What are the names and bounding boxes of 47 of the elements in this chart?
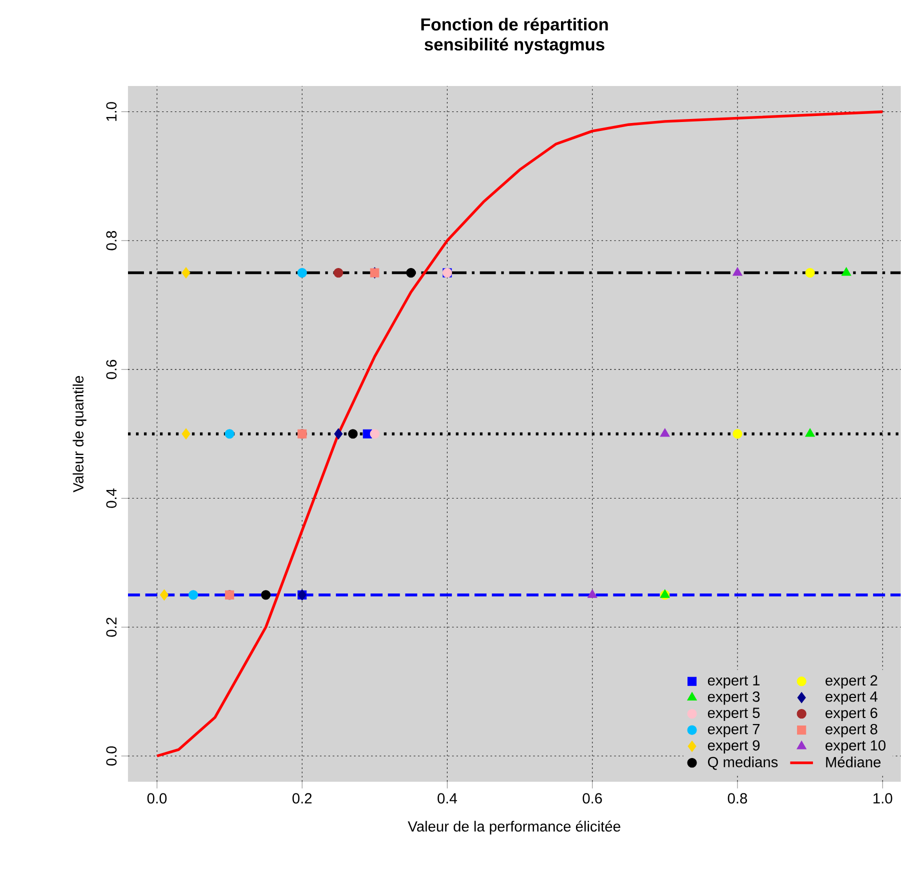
chart-title: Fonction de répartition bbox=[421, 18, 608, 34]
point bbox=[805, 428, 815, 437]
point bbox=[732, 429, 742, 439]
point bbox=[660, 428, 670, 437]
point bbox=[160, 589, 169, 601]
point bbox=[334, 428, 343, 440]
y-tick-label: 0.4 bbox=[106, 488, 117, 508]
legend-label: expert 10 bbox=[826, 740, 886, 754]
legend-label: expert 8 bbox=[826, 724, 878, 738]
point bbox=[348, 429, 358, 439]
point bbox=[805, 268, 815, 278]
y-axis-title: Valeur de quantile bbox=[72, 376, 86, 492]
y-tick-label: 1.0 bbox=[106, 102, 117, 121]
y-tick-label: 0.0 bbox=[106, 746, 117, 766]
point bbox=[297, 268, 307, 278]
x-tick-label: 0.2 bbox=[292, 793, 312, 804]
legend-label: Q medians bbox=[708, 756, 778, 770]
point bbox=[841, 267, 852, 276]
legend-label: expert 1 bbox=[708, 675, 760, 689]
point bbox=[406, 268, 416, 278]
chart-subtitle: sensibilité nystagmus bbox=[424, 38, 604, 54]
point bbox=[732, 267, 742, 276]
legend-label: expert 9 bbox=[708, 740, 760, 754]
point bbox=[370, 429, 380, 439]
legend-label: expert 4 bbox=[826, 692, 878, 705]
legend-label: expert 5 bbox=[708, 708, 760, 722]
point bbox=[188, 590, 198, 600]
y-tick-label: 0.2 bbox=[106, 618, 117, 637]
point bbox=[334, 268, 344, 278]
point bbox=[261, 590, 271, 600]
legend-label: expert 2 bbox=[826, 675, 878, 689]
x-tick-label: 0.4 bbox=[438, 793, 457, 804]
legend-label: Médiane bbox=[826, 756, 881, 768]
point bbox=[587, 589, 598, 598]
point bbox=[182, 428, 190, 440]
x-tick-label: 0.0 bbox=[147, 793, 167, 804]
y-tick-label: 0.8 bbox=[106, 231, 117, 250]
y-tick-label: 0.6 bbox=[106, 360, 117, 380]
x-tick-label: 0.8 bbox=[728, 793, 748, 804]
legend-label: expert 3 bbox=[708, 692, 760, 705]
legend-label: expert 6 bbox=[826, 708, 878, 722]
x-tick-label: 0.6 bbox=[582, 793, 602, 804]
x-tick-label: 1.0 bbox=[874, 793, 892, 804]
x-axis-title: Valeur de la performance élicitée bbox=[408, 820, 620, 835]
point bbox=[182, 267, 190, 279]
point bbox=[224, 429, 234, 439]
legend-label: expert 7 bbox=[708, 724, 760, 738]
